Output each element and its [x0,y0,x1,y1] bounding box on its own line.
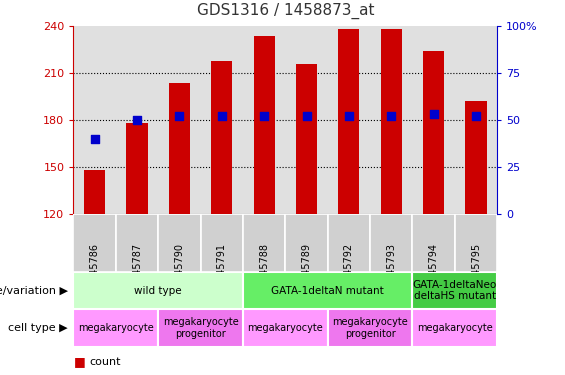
Bar [423,51,444,214]
Text: megakaryocyte: megakaryocyte [417,323,493,333]
Text: count: count [89,357,121,367]
Bar [73,272,243,309]
Text: cell type ▶: cell type ▶ [8,323,68,333]
Bar [84,170,105,214]
Text: GSM45790: GSM45790 [175,243,184,296]
Text: GSM45795: GSM45795 [471,243,481,296]
Point [471,113,480,119]
Text: ■: ■ [73,374,85,375]
Point [302,113,311,119]
Text: GSM45787: GSM45787 [132,243,142,296]
Text: GSM45788: GSM45788 [259,243,269,296]
Point [344,113,354,119]
Point [217,113,226,119]
Point [175,113,184,119]
Point [132,117,141,123]
Bar [285,214,328,272]
Point [259,113,269,119]
Text: megakaryocyte
progenitor: megakaryocyte progenitor [163,317,238,339]
Bar [243,272,412,309]
Bar [158,309,243,347]
Bar [169,82,190,214]
Bar [243,309,328,347]
Text: GSM45794: GSM45794 [429,243,438,296]
Bar [370,214,412,272]
Bar [201,214,243,272]
Bar [73,309,158,347]
Bar [296,64,317,214]
Bar [243,214,285,272]
Bar [211,61,232,214]
Text: GSM45791: GSM45791 [217,243,227,296]
Text: megakaryocyte: megakaryocyte [247,323,323,333]
Text: GSM45789: GSM45789 [302,243,311,296]
Bar [158,214,201,272]
Text: GSM45792: GSM45792 [344,243,354,296]
Bar [116,214,158,272]
Bar [466,101,486,214]
Bar [338,29,359,214]
Bar [127,123,147,214]
Text: megakaryocyte: megakaryocyte [78,323,154,333]
Text: GSM45793: GSM45793 [386,243,396,296]
Bar [412,214,455,272]
Bar [328,214,370,272]
Bar [381,29,402,214]
Bar [412,272,497,309]
Text: GATA-1deltaNeo
deltaHS mutant: GATA-1deltaNeo deltaHS mutant [412,280,497,302]
Text: ■: ■ [73,356,85,368]
Point [90,136,99,142]
Point [386,113,396,119]
Bar [254,36,275,214]
Text: megakaryocyte
progenitor: megakaryocyte progenitor [332,317,408,339]
Text: GATA-1deltaN mutant: GATA-1deltaN mutant [271,286,384,296]
Text: GSM45786: GSM45786 [90,243,99,296]
Bar [328,309,412,347]
Point [429,111,438,117]
Text: GDS1316 / 1458873_at: GDS1316 / 1458873_at [197,3,374,19]
Text: wild type: wild type [134,286,182,296]
Bar [455,214,497,272]
Bar [73,214,116,272]
Text: genotype/variation ▶: genotype/variation ▶ [0,286,68,296]
Bar [412,309,497,347]
